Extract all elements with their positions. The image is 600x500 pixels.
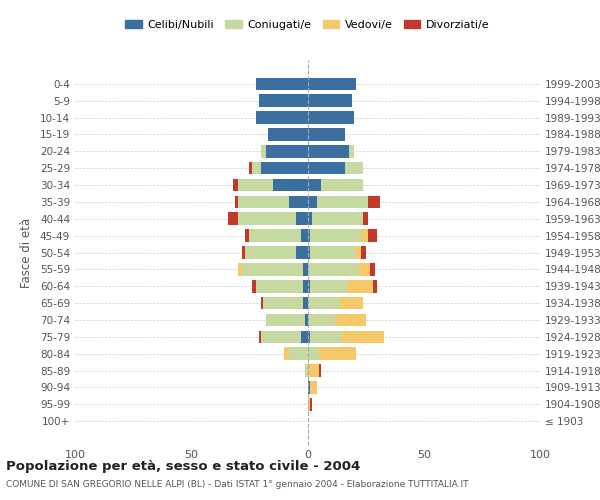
Legend: Celibi/Nubili, Coniugati/e, Vedovi/e, Divorziati/e: Celibi/Nubili, Coniugati/e, Vedovi/e, Di… — [121, 16, 494, 34]
Bar — [303, 263, 308, 276]
Bar — [261, 297, 263, 310]
Bar — [261, 330, 301, 343]
Bar — [250, 162, 252, 174]
Bar — [256, 78, 308, 90]
Bar — [308, 212, 312, 225]
Bar — [266, 145, 308, 158]
Bar — [317, 196, 368, 208]
Bar — [305, 314, 308, 326]
Text: COMUNE DI SAN GREGORIO NELLE ALPI (BL) - Dati ISTAT 1° gennaio 2004 - Elaborazio: COMUNE DI SAN GREGORIO NELLE ALPI (BL) -… — [6, 480, 469, 489]
Bar — [289, 196, 308, 208]
Bar — [301, 330, 308, 343]
Bar — [308, 246, 310, 259]
Bar — [256, 280, 303, 292]
Bar — [359, 263, 370, 276]
Bar — [310, 381, 317, 394]
Bar — [310, 330, 343, 343]
Bar — [245, 230, 250, 242]
Bar — [343, 330, 384, 343]
Bar — [301, 230, 308, 242]
Bar — [242, 246, 245, 259]
Bar — [245, 246, 296, 259]
Bar — [361, 230, 368, 242]
Bar — [233, 178, 238, 192]
Bar — [308, 297, 340, 310]
Bar — [322, 178, 364, 192]
Bar — [256, 111, 308, 124]
Bar — [308, 145, 349, 158]
Bar — [242, 263, 303, 276]
Bar — [263, 297, 303, 310]
Bar — [308, 162, 344, 174]
Bar — [308, 263, 359, 276]
Bar — [344, 162, 364, 174]
Bar — [340, 297, 364, 310]
Bar — [308, 381, 310, 394]
Bar — [308, 111, 354, 124]
Bar — [310, 280, 347, 292]
Y-axis label: Fasce di età: Fasce di età — [20, 218, 33, 288]
Bar — [308, 196, 317, 208]
Bar — [319, 364, 322, 377]
Bar — [319, 348, 356, 360]
Bar — [289, 348, 308, 360]
Bar — [252, 280, 256, 292]
Bar — [347, 280, 373, 292]
Bar — [356, 246, 361, 259]
Bar — [368, 196, 380, 208]
Bar — [370, 263, 375, 276]
Text: Popolazione per età, sesso e stato civile - 2004: Popolazione per età, sesso e stato civil… — [6, 460, 360, 473]
Bar — [308, 280, 310, 292]
Bar — [261, 145, 266, 158]
Bar — [261, 162, 308, 174]
Bar — [250, 230, 301, 242]
Bar — [349, 145, 354, 158]
Bar — [312, 212, 363, 225]
Bar — [310, 230, 361, 242]
Bar — [238, 178, 272, 192]
Bar — [252, 162, 261, 174]
Bar — [361, 246, 365, 259]
Bar — [296, 212, 308, 225]
Bar — [235, 196, 238, 208]
Bar — [308, 348, 319, 360]
Bar — [229, 212, 238, 225]
Bar — [308, 128, 344, 141]
Bar — [310, 246, 356, 259]
Bar — [308, 178, 322, 192]
Bar — [364, 212, 368, 225]
Bar — [368, 230, 377, 242]
Bar — [308, 398, 310, 410]
Bar — [335, 314, 365, 326]
Bar — [259, 94, 308, 107]
Bar — [308, 314, 335, 326]
Bar — [303, 280, 308, 292]
Bar — [308, 330, 310, 343]
Bar — [259, 330, 261, 343]
Bar — [268, 128, 308, 141]
Bar — [296, 246, 308, 259]
Bar — [308, 94, 352, 107]
Bar — [310, 398, 312, 410]
Bar — [373, 280, 377, 292]
Bar — [303, 297, 308, 310]
Bar — [308, 230, 310, 242]
Bar — [305, 364, 308, 377]
Bar — [284, 348, 289, 360]
Bar — [272, 178, 308, 192]
Bar — [238, 263, 242, 276]
Bar — [308, 78, 356, 90]
Bar — [308, 364, 319, 377]
Bar — [266, 314, 305, 326]
Bar — [238, 212, 296, 225]
Bar — [238, 196, 289, 208]
